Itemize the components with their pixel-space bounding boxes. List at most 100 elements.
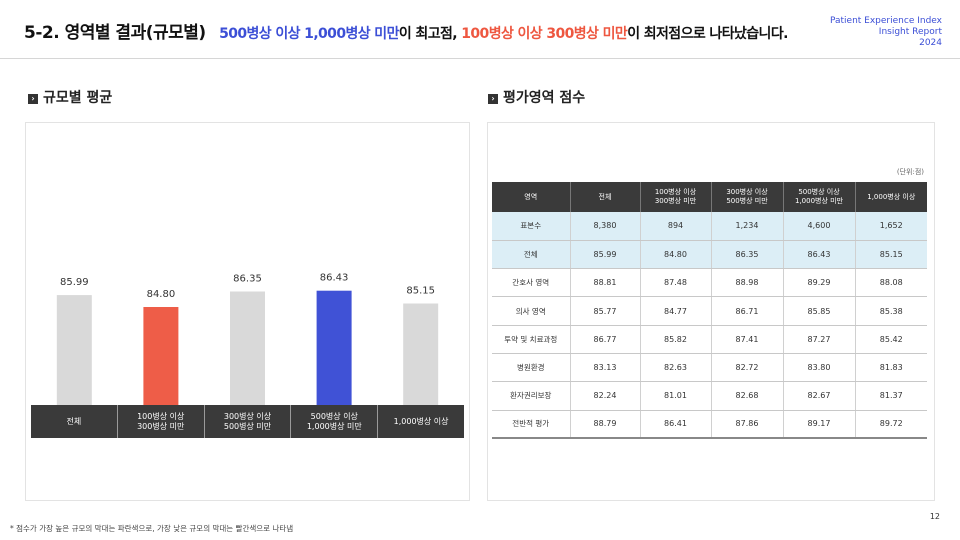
chart-category-bar: 전체 100병상 이상 300병상 미만 300병상 이상 500병상 미만 500병…	[31, 405, 464, 438]
table-header-row: 영역 전체 100병상 이상 300병상 미만 300병상 이상 500병상 미만 50…	[492, 182, 927, 212]
page-number: 12	[929, 512, 940, 521]
table-row-label: 병원환경	[492, 353, 571, 383]
table-cell: 1,234	[711, 212, 784, 241]
table-row: 의사 영역 85.77 84.77 86.71 85.85 85.38	[492, 296, 927, 326]
section-title-right: › 평가영역 점수	[488, 87, 585, 107]
table-cell: 84.77	[640, 296, 712, 326]
bar-value-label-4: 85.15	[406, 286, 435, 297]
table-cell: 894	[640, 212, 712, 241]
table-cell: 88.79	[570, 410, 641, 440]
table-cell: 82.24	[570, 381, 641, 411]
table-cell: 81.83	[855, 353, 927, 383]
bar-0	[56, 295, 92, 405]
bar-value-label-1: 84.80	[147, 289, 176, 300]
bullet-arrow-icon: ›	[488, 94, 498, 104]
table-cell: 85.15	[855, 240, 927, 270]
title-highlight-max: 500병상 이상 1,000병상 미만	[219, 26, 399, 42]
table-row-label: 전반적 평가	[492, 410, 571, 440]
table-row-label: 간호사 영역	[492, 268, 571, 298]
x-tick-label-1: 100병상 이상 300병상 미만	[118, 405, 205, 438]
table-cell: 86.41	[640, 410, 712, 440]
table-header-cell-5: 1,000병상 이상	[855, 182, 927, 212]
section-title-left: › 규모별 평균	[28, 87, 112, 107]
page-title: 5-2. 영역별 결과(규모별) 500병상 이상 1,000병상 미만이 최고…	[24, 18, 788, 43]
brand-line-3: 2024	[919, 38, 942, 48]
table-cell: 85.77	[570, 296, 641, 326]
bar-value-label-2: 86.35	[233, 274, 262, 285]
table-row: 전반적 평가 88.79 86.41 87.86 89.17 89.72	[492, 410, 927, 440]
table-cell: 82.67	[783, 381, 856, 411]
table-cell: 83.13	[570, 353, 641, 383]
table-cell: 85.82	[640, 325, 712, 354]
x-tick-label-0: 전체	[31, 405, 118, 438]
table-cell: 87.48	[640, 268, 712, 298]
bar-1	[143, 307, 179, 405]
table-cell: 82.63	[640, 353, 712, 383]
table-panel: (단위:점) 영역 전체 100병상 이상 300병상 미만 300병상 이상 500…	[487, 122, 935, 501]
table-row-label: 환자권리보장	[492, 381, 571, 411]
table-cell: 85.99	[570, 240, 641, 270]
title-text-2: 이 최저점으로 나타났습니다.	[627, 26, 788, 42]
table-cell: 87.27	[783, 325, 856, 354]
table-header-cell-3: 300병상 이상 500병상 미만	[711, 182, 784, 212]
chart-panel: 85.99 84.80 86.35 86.43 85.15 전체 100병상 이상 300…	[25, 122, 470, 501]
table-header-cell-1: 전체	[570, 182, 641, 212]
brand-line-2: Insight Report	[878, 27, 942, 37]
table-cell: 86.43	[783, 240, 856, 270]
title-text-1: 이 최고점,	[398, 26, 462, 42]
table-header-cell-4: 500병상 이상 1,000병상 미만	[783, 182, 856, 212]
table-row-label: 투약 및 치료과정	[492, 325, 571, 354]
table-cell: 81.01	[640, 381, 712, 411]
section-title-right-text: 평가영역 점수	[503, 90, 586, 106]
title-subtitle: 500병상 이상 1,000병상 미만이 최고점, 100병상 이상 300병상…	[219, 26, 788, 42]
table-cell: 8,380	[570, 212, 641, 241]
table-cell: 87.86	[711, 410, 784, 440]
table-row: 병원환경 83.13 82.63 82.72 83.80 81.83	[492, 353, 927, 383]
table-cell: 82.68	[711, 381, 784, 411]
bullet-arrow-icon: ›	[28, 94, 38, 104]
table-cell: 89.29	[783, 268, 856, 298]
table-header-cell-2: 100병상 이상 300병상 미만	[640, 182, 712, 212]
bar-4	[403, 303, 439, 405]
table-cell: 1,652	[855, 212, 927, 241]
brand-block: Patient Experience Index Insight Report …	[830, 16, 942, 49]
table-cell: 81.37	[855, 381, 927, 411]
table-row-label: 표본수	[492, 212, 571, 241]
bar-2	[230, 291, 265, 405]
table-header-cell-0: 영역	[492, 182, 571, 212]
bar-value-label-0: 85.99	[60, 277, 89, 288]
table-cell: 4,600	[783, 212, 856, 241]
table-cell: 86.77	[570, 325, 641, 354]
table-cell: 83.80	[783, 353, 856, 383]
table-cell: 85.85	[783, 296, 856, 326]
table-cell: 89.17	[783, 410, 856, 440]
table-cell: 85.38	[855, 296, 927, 326]
bar-3	[316, 290, 352, 405]
x-tick-label-4: 1,000병상 이상	[393, 416, 449, 426]
header-divider	[0, 58, 960, 59]
table-cell: 84.80	[640, 240, 712, 270]
x-tick-label-3: 500병상 이상 1,000병상 미만	[291, 405, 379, 438]
brand-line-1: Patient Experience Index	[829, 16, 942, 26]
table-row: 표본수 8,380 894 1,234 4,600 1,652	[492, 212, 927, 241]
x-tick-label-2: 300병상 이상 500병상 미만	[205, 405, 292, 438]
table-cell: 85.42	[855, 325, 927, 354]
score-table: 영역 전체 100병상 이상 300병상 미만 300병상 이상 500병상 미만 50…	[492, 182, 927, 440]
table-cell: 89.72	[855, 410, 927, 440]
table-row: 투약 및 치료과정 86.77 85.82 87.41 87.27 85.42	[492, 325, 927, 354]
table-body: 표본수 8,380 894 1,234 4,600 1,652 전체 85.99 84.80 86…	[492, 212, 927, 440]
table-row-label: 의사 영역	[492, 296, 571, 326]
table-cell: 86.71	[711, 296, 784, 326]
table-cell: 88.08	[855, 268, 927, 298]
bar-chart: 85.99 84.80 86.35 86.43 85.15	[56, 273, 439, 405]
table-cell: 86.35	[711, 240, 784, 270]
table-cell: 88.81	[570, 268, 641, 298]
table-unit: (단위:점)	[896, 168, 924, 176]
table-row: 전체 85.99 84.80 86.35 86.43 85.15	[492, 240, 927, 270]
table-cell: 82.72	[711, 353, 784, 383]
table-cell: 88.98	[711, 268, 784, 298]
section-title-left-text: 규모별 평균	[43, 90, 113, 106]
bar-value-label-3: 86.43	[320, 273, 349, 284]
table-row: 간호사 영역 88.81 87.48 88.98 89.29 88.08	[492, 268, 927, 298]
table-cell: 87.41	[711, 325, 784, 354]
